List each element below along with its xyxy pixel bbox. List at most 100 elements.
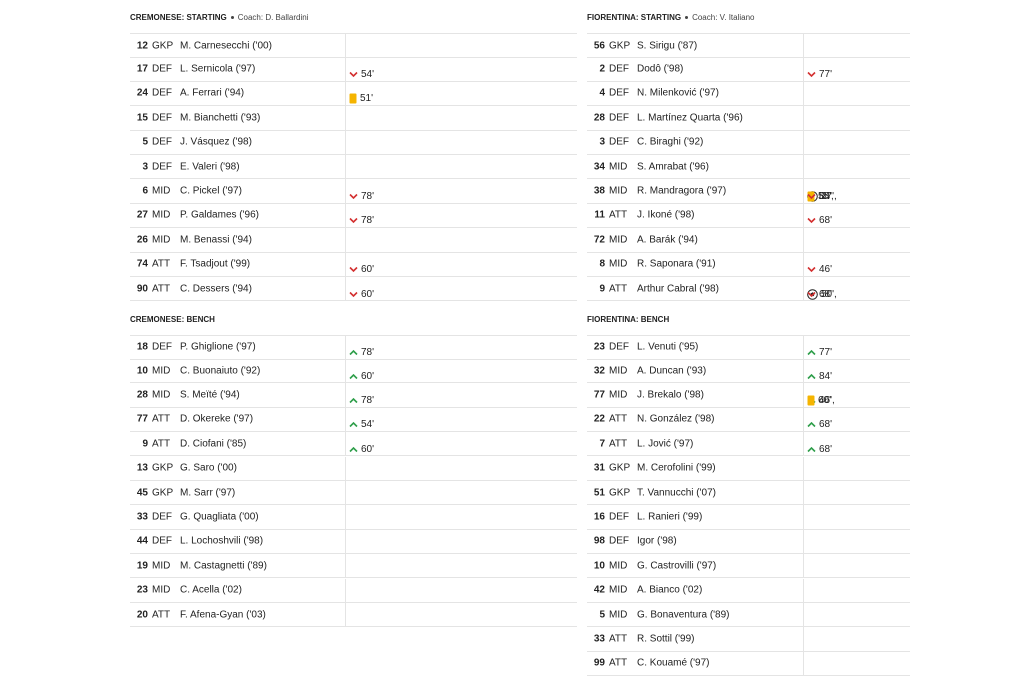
event-in: 77' bbox=[807, 347, 832, 358]
shirt-number: 77 bbox=[593, 389, 605, 401]
player-name: M. Cerofolini ('99) bbox=[637, 462, 716, 474]
column-divider bbox=[803, 529, 804, 555]
player-row: 56 GKP S. Sirigu ('87) bbox=[587, 33, 910, 59]
shirt-number: 4 bbox=[599, 87, 605, 99]
event-minute: 78' bbox=[361, 394, 375, 406]
column-divider bbox=[345, 34, 346, 59]
player-name: L. Sernicola ('97) bbox=[180, 63, 256, 75]
shirt-number: 45 bbox=[136, 487, 148, 499]
event-icon bbox=[349, 350, 358, 356]
event-out: 84' bbox=[807, 191, 832, 202]
column-divider bbox=[803, 155, 804, 180]
shirt-number: 23 bbox=[136, 584, 148, 596]
player-row: 72 MID A. Barák ('94) bbox=[587, 228, 910, 253]
event-minute: 46' bbox=[819, 264, 833, 276]
column-divider bbox=[345, 602, 346, 628]
player-row: 45 GKP M. Sarr ('97) bbox=[130, 480, 577, 506]
player-name: F. Tsadjout ('99) bbox=[180, 258, 251, 270]
player-row: 24 DEF A. Ferrari ('94) 51' bbox=[130, 81, 577, 107]
position: DEF bbox=[152, 341, 172, 353]
player-row: 34 MID S. Amrabat ('96) bbox=[587, 155, 910, 180]
event-icon bbox=[349, 291, 358, 297]
event-out: 68' bbox=[807, 215, 832, 226]
event-minute: 78' bbox=[361, 215, 375, 227]
player-name: J. Vásquez ('98) bbox=[180, 136, 252, 148]
column-divider bbox=[345, 505, 346, 530]
player-name: L. Martínez Quarta ('96) bbox=[637, 112, 743, 124]
player-name: R. Sottil ('99) bbox=[637, 633, 695, 645]
shirt-number: 26 bbox=[136, 234, 148, 246]
shirt-number: 90 bbox=[136, 283, 148, 295]
shirt-number: 72 bbox=[593, 234, 605, 246]
player-row: 77 MID J. Brekalo ('98) 46', 60' bbox=[587, 383, 910, 408]
player-row: 51 GKP T. Vannucchi ('07) bbox=[587, 480, 910, 506]
event-minute: 46', bbox=[819, 394, 835, 406]
separator-dot bbox=[685, 15, 689, 19]
shirt-number: 34 bbox=[593, 161, 605, 173]
player-row: 23 DEF L. Venuti ('95) 77' bbox=[587, 334, 910, 360]
event-minute: 77' bbox=[819, 69, 833, 81]
event-out: 68' bbox=[807, 289, 832, 300]
column-divider bbox=[345, 456, 346, 481]
position: ATT bbox=[609, 283, 628, 295]
position: DEF bbox=[152, 136, 172, 148]
position: DEF bbox=[152, 161, 172, 173]
shirt-number: 24 bbox=[136, 87, 148, 99]
position: ATT bbox=[152, 609, 171, 621]
player-name: L. Lochoshvili ('98) bbox=[180, 535, 264, 547]
shirt-number: 18 bbox=[136, 341, 148, 353]
player-name: T. Vannucchi ('07) bbox=[637, 487, 716, 499]
position: DEF bbox=[152, 511, 172, 523]
event-minute: 78' bbox=[361, 191, 375, 203]
column-divider bbox=[803, 34, 804, 59]
position: MID bbox=[152, 560, 171, 572]
position: DEF bbox=[609, 535, 629, 547]
event-icon bbox=[807, 373, 816, 379]
event-minute: 60' bbox=[361, 264, 375, 276]
position: ATT bbox=[609, 209, 628, 221]
player-row: 3 DEF E. Valeri ('98) bbox=[130, 155, 577, 180]
event-out: 60' bbox=[349, 289, 374, 300]
event-out: 54' bbox=[349, 69, 374, 80]
shirt-number: 44 bbox=[136, 535, 148, 547]
event-icon bbox=[349, 218, 358, 224]
position: DEF bbox=[152, 112, 172, 124]
position: MID bbox=[609, 185, 628, 197]
shirt-number: 7 bbox=[599, 438, 605, 450]
shirt-number: 5 bbox=[142, 136, 148, 148]
column-divider bbox=[803, 179, 804, 204]
event-icon bbox=[807, 194, 816, 200]
position: GKP bbox=[609, 40, 631, 52]
column-divider bbox=[345, 529, 346, 555]
player-row: 18 DEF P. Ghiglione ('97) 78' bbox=[130, 334, 577, 360]
player-row: 26 MID M. Benassi ('94) bbox=[130, 228, 577, 253]
player-row: 74 ATT F. Tsadjout ('99) 60' bbox=[130, 252, 577, 277]
player-name: P. Galdames ('96) bbox=[180, 209, 259, 221]
position: ATT bbox=[609, 413, 628, 425]
player-name: S. Sirigu ('87) bbox=[637, 40, 698, 52]
event-minute: 50', bbox=[821, 288, 837, 300]
column-divider bbox=[345, 407, 346, 433]
column-divider bbox=[345, 57, 346, 82]
shirt-number: 27 bbox=[136, 209, 148, 221]
player-row: 22 ATT N. González ('98) 68' bbox=[587, 407, 910, 433]
position: DEF bbox=[152, 535, 172, 547]
event-minute: 78' bbox=[361, 347, 375, 359]
player-row: 10 MID G. Castrovilli ('97) bbox=[587, 554, 910, 579]
shirt-number: 16 bbox=[593, 511, 605, 523]
shirt-number: 20 bbox=[136, 609, 148, 621]
player-name: M. Benassi ('94) bbox=[180, 234, 252, 246]
event-minute: 84' bbox=[819, 370, 833, 382]
player-row: 77 ATT D. Okereke ('97) 54' bbox=[130, 407, 577, 433]
player-name: A. Bianco ('02) bbox=[637, 584, 703, 596]
player-name: J. Ikoné ('98) bbox=[637, 209, 695, 221]
player-row: 13 GKP G. Saro ('00) bbox=[130, 456, 577, 481]
position: ATT bbox=[152, 438, 171, 450]
column-divider bbox=[803, 505, 804, 530]
shirt-number: 19 bbox=[136, 560, 148, 572]
player-name: S. Amrabat ('96) bbox=[637, 161, 709, 173]
column-divider bbox=[803, 627, 804, 652]
position: MID bbox=[152, 365, 171, 377]
position: MID bbox=[609, 609, 628, 621]
player-row: 9 ATT D. Ciofani ('85) 60' bbox=[130, 432, 577, 457]
